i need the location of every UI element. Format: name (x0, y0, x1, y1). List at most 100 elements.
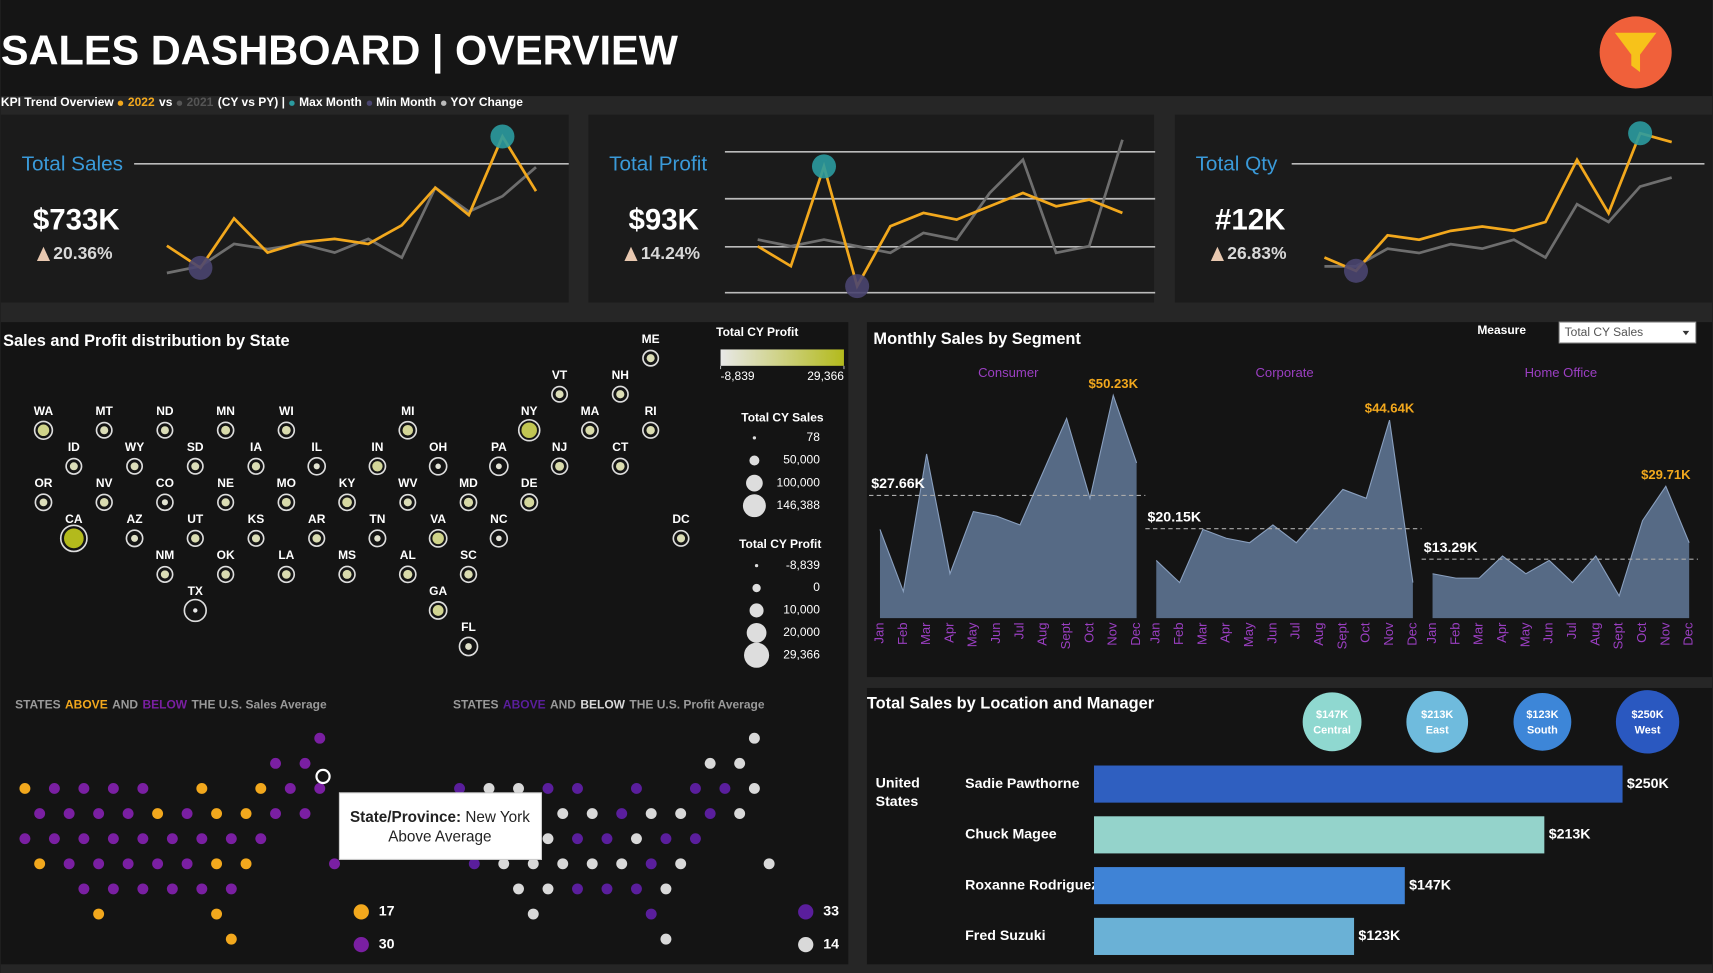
kpi-title: Total Profit (609, 152, 707, 175)
state-label: AZ (127, 512, 143, 526)
month-label: Aug (1587, 622, 1602, 645)
region-button[interactable]: $147K Central (1302, 692, 1362, 752)
state-point (48, 782, 60, 794)
state-ring (186, 529, 204, 548)
tooltip-value: New York (465, 809, 530, 826)
state-label: ID (68, 440, 80, 454)
average-label: $20.15K (1148, 510, 1202, 526)
state-ring (216, 421, 235, 440)
state-ring (247, 457, 265, 475)
legend-dot (798, 936, 814, 953)
kpi-value: #12K (1215, 203, 1286, 236)
size-legend-label: 50,000 (783, 453, 820, 467)
legend-dot (798, 904, 814, 920)
size-legend-title: Total CY Sales (741, 410, 824, 424)
state-dot (435, 463, 441, 470)
state-dot (432, 532, 444, 545)
state-label: NY (521, 404, 538, 418)
size-legend-dot (742, 494, 766, 518)
title-part: ABOVE (503, 698, 546, 712)
color-ramp (720, 349, 844, 366)
state-point (557, 858, 569, 870)
dropdown-value[interactable]: Total CY Sales (1565, 325, 1644, 339)
state-ring (308, 529, 326, 547)
state-point (196, 782, 208, 794)
state-ring (307, 456, 327, 476)
state-dot (555, 390, 564, 399)
tooltip: State/Province: New York Above Average (315, 768, 542, 860)
cy-label: 2022 (127, 96, 155, 110)
region-value: $123K (1526, 709, 1558, 721)
state-point (675, 858, 687, 870)
title-part: THE U.S. Profit Average (629, 698, 764, 712)
state-label: IN (371, 440, 383, 454)
state-label: MA (581, 404, 600, 418)
facet-label: Consumer (978, 365, 1039, 380)
month-label: Sept (1611, 622, 1626, 649)
state-point (586, 858, 598, 870)
max-marker (490, 124, 515, 149)
state-point (211, 858, 223, 870)
state-ring (156, 565, 174, 583)
state-point (225, 933, 237, 945)
region-bubble[interactable] (1302, 692, 1362, 752)
funnel-icon[interactable] (1614, 32, 1657, 73)
region-bubble[interactable] (1513, 692, 1572, 751)
month-label: Sept (1334, 622, 1349, 649)
state-dot (342, 497, 352, 508)
segment-line (879, 393, 1138, 594)
state-point (211, 908, 223, 920)
state-dot (160, 570, 170, 579)
legend-count: 17 (379, 904, 395, 920)
segment-area (1156, 420, 1413, 619)
state-point (240, 808, 252, 820)
state-point (704, 757, 716, 769)
max-marker (1628, 121, 1653, 146)
state-dot (64, 528, 84, 549)
region-button[interactable]: $213K East (1406, 690, 1469, 753)
state-ring (247, 529, 265, 547)
subtitle: KPI Trend Overview 2022 vs 2021 (CY vs P… (1, 96, 765, 109)
state-point (513, 883, 524, 895)
size-legend-label: 10,000 (783, 603, 820, 617)
region-bubble[interactable] (1615, 690, 1680, 754)
state-label: CO (156, 476, 174, 490)
state-ring (428, 528, 448, 548)
state-point (34, 858, 46, 870)
color-legend-label: 29,366 (807, 369, 844, 383)
state-ring (34, 493, 53, 512)
state-point (527, 858, 539, 870)
segment-title: Monthly Sales by Segment (873, 330, 1081, 348)
dropdown-arrow[interactable] (1682, 330, 1690, 336)
state-point (675, 808, 687, 820)
max-dot (289, 99, 295, 106)
state-point (137, 833, 149, 845)
state-point (48, 833, 60, 845)
legend-count: 30 (379, 936, 395, 952)
measure-dropdown[interactable]: Total CY Sales (1558, 321, 1697, 344)
state-dot (131, 534, 139, 542)
filter-button[interactable] (1599, 16, 1672, 89)
state-point (572, 883, 583, 895)
tooltip-status: Above Average (388, 829, 491, 846)
region-button[interactable]: $123K South (1513, 692, 1572, 751)
month-label: Mar (1471, 622, 1486, 645)
state-point (93, 808, 105, 820)
state-point (19, 833, 31, 845)
state-ring (398, 420, 418, 440)
min-dot (366, 99, 372, 106)
change-dot (440, 99, 446, 106)
state-label: UT (187, 512, 204, 526)
dropdown-box[interactable] (1558, 321, 1697, 344)
state-dot (496, 535, 502, 542)
state-point (225, 833, 237, 845)
title-part: STATES (453, 698, 499, 712)
state-dot (463, 497, 474, 507)
state-point (454, 782, 466, 794)
state-point (630, 833, 642, 845)
region-button[interactable]: $250K West (1615, 690, 1680, 754)
region-bubble[interactable] (1406, 690, 1469, 753)
min-marker (188, 255, 213, 280)
state-label: TX (188, 584, 203, 598)
